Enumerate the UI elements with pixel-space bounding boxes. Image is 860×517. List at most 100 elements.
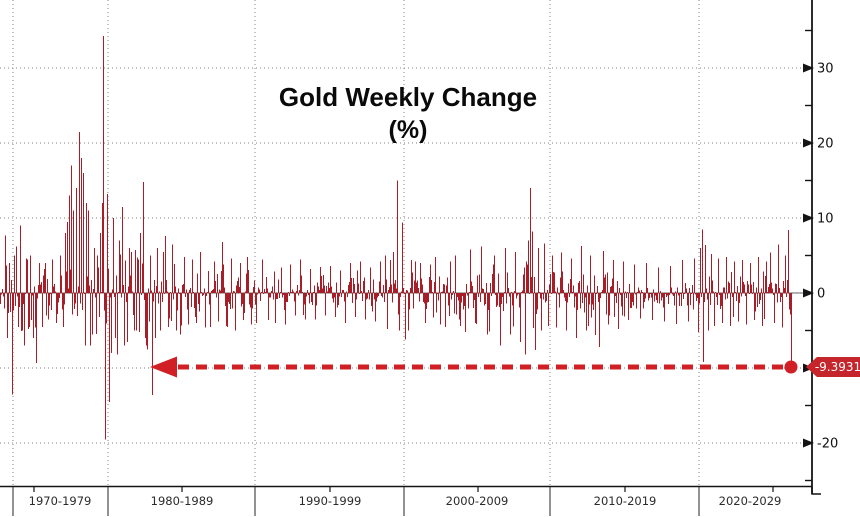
bar — [640, 293, 641, 319]
axis-corner — [811, 487, 821, 495]
bar — [490, 283, 491, 293]
bar — [279, 293, 280, 298]
bar — [394, 283, 395, 293]
bar — [700, 248, 701, 293]
bar — [373, 279, 374, 293]
bar — [657, 293, 658, 304]
bar — [205, 293, 206, 328]
bar — [489, 293, 490, 332]
bar — [64, 293, 65, 305]
bar — [296, 290, 297, 293]
bar — [699, 293, 700, 304]
bar — [232, 293, 233, 309]
bar — [718, 258, 719, 293]
bar — [732, 293, 733, 298]
bar — [530, 188, 531, 293]
bar — [445, 293, 446, 327]
bar — [498, 273, 499, 293]
y-axis-tick-label: 10 — [817, 212, 834, 227]
bar — [752, 293, 753, 294]
bar — [10, 293, 11, 312]
bar — [570, 278, 571, 293]
bar — [467, 293, 468, 296]
bar — [401, 291, 402, 293]
bar — [381, 293, 382, 296]
bar — [336, 282, 337, 293]
bar — [446, 285, 447, 293]
bar — [159, 291, 160, 293]
bar — [770, 252, 771, 293]
bar — [128, 286, 129, 293]
bar — [235, 293, 236, 331]
bar — [26, 258, 27, 293]
bar — [581, 245, 582, 293]
bar — [236, 285, 237, 293]
bar — [309, 293, 310, 304]
bar — [226, 293, 227, 326]
bar — [164, 293, 165, 294]
bar — [461, 293, 462, 303]
y-axis-tick-arrow-icon — [803, 288, 814, 298]
bar — [215, 280, 216, 293]
bar — [378, 293, 379, 296]
bar — [136, 293, 137, 331]
bar — [99, 293, 100, 318]
bar — [705, 245, 706, 293]
bar — [54, 284, 55, 293]
bar — [439, 276, 440, 293]
x-axis-section-label: 1990-1999 — [299, 494, 362, 508]
bar — [485, 293, 486, 304]
bar — [509, 293, 510, 297]
bar — [474, 293, 475, 301]
gridlines-layer — [0, 0, 812, 486]
bar — [47, 278, 48, 293]
bar — [716, 293, 717, 297]
bar — [367, 293, 368, 299]
bar — [53, 286, 54, 293]
bar — [725, 293, 726, 300]
bar — [556, 293, 557, 328]
bar — [169, 293, 170, 319]
bar — [642, 292, 643, 293]
bar — [788, 230, 789, 293]
bar — [382, 293, 383, 298]
bar — [129, 248, 130, 293]
bar — [616, 293, 617, 304]
bar — [527, 264, 528, 293]
bar — [506, 293, 507, 304]
bar — [649, 293, 650, 299]
bar — [428, 293, 429, 302]
bar — [728, 281, 729, 293]
bar — [441, 292, 442, 293]
bar — [442, 291, 443, 293]
bar — [87, 276, 88, 293]
bar — [355, 293, 356, 317]
bar — [270, 293, 271, 298]
bar — [785, 255, 786, 293]
bar — [767, 292, 768, 293]
bar — [702, 229, 703, 293]
bar — [31, 293, 32, 321]
bar — [281, 267, 282, 293]
bar — [44, 269, 45, 293]
bar — [645, 293, 646, 299]
bar — [204, 288, 205, 293]
bar — [466, 283, 467, 293]
bar — [210, 293, 211, 327]
bar — [754, 293, 755, 320]
bar — [448, 293, 449, 306]
bar — [584, 293, 585, 313]
y-axis-tick-arrow-icon — [803, 438, 814, 448]
bar — [599, 293, 600, 347]
bar — [654, 293, 655, 302]
bar — [390, 260, 391, 293]
bar — [119, 240, 120, 293]
bar — [181, 293, 182, 326]
bar — [667, 293, 668, 296]
bar — [18, 293, 19, 327]
bar — [383, 284, 384, 293]
bar — [170, 292, 171, 293]
bar — [284, 293, 285, 311]
bar — [743, 282, 744, 293]
bar — [115, 293, 116, 338]
